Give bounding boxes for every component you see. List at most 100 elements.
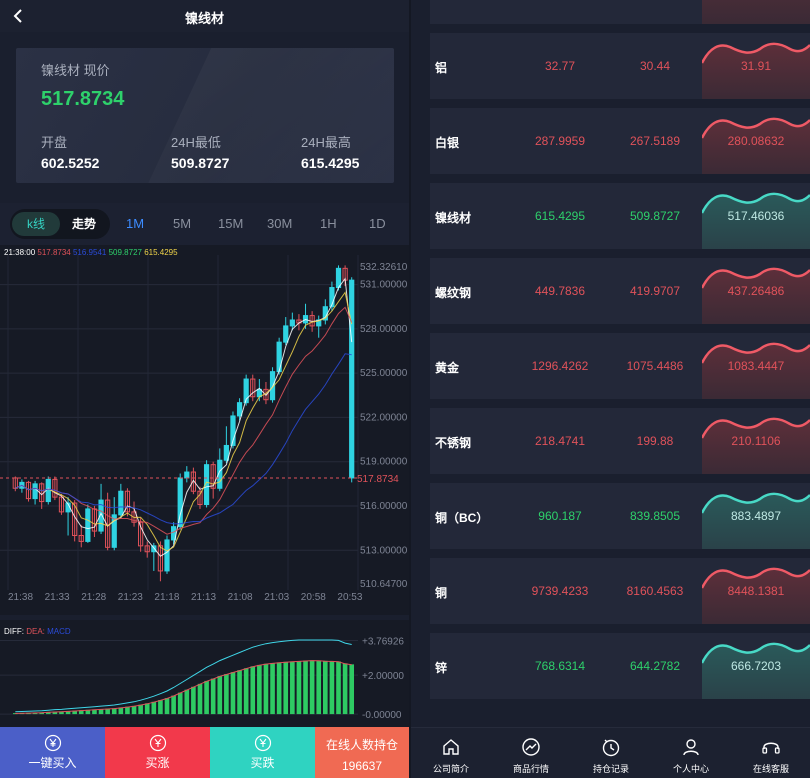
macd-bar: [270, 662, 275, 715]
market-row[interactable]: 白银 287.9959 267.5189 280.08632: [430, 108, 810, 174]
y-tick-label: 516.00000: [360, 501, 408, 512]
x-tick-label: 21:03: [264, 592, 289, 603]
candle-body: [329, 287, 335, 308]
tab-profile[interactable]: 个人中心: [651, 728, 731, 778]
market-low: 267.5189: [629, 134, 681, 148]
back-arrow-icon[interactable]: [8, 5, 28, 27]
macd-bar: [197, 683, 203, 715]
macd-bar: [78, 710, 84, 715]
macd-bar: [323, 660, 328, 715]
timeframe-15m[interactable]: 15M: [218, 216, 244, 231]
macd-chart: DIFF: DEA: MACD +3.76926 +2.00000 -0.00000: [0, 620, 409, 728]
market-row[interactable]: 铝 32.77 30.44 31.91: [430, 33, 810, 99]
online-holdings-button[interactable]: 在线人数持仓 196637: [315, 727, 409, 778]
x-tick-label: 21:38: [8, 592, 33, 603]
sparkline: [702, 492, 810, 549]
macd-legend-diff: DIFF:: [4, 627, 24, 636]
macd-bar: [125, 706, 130, 715]
yen-down-icon: [254, 734, 271, 752]
market-row[interactable]: 不锈钢 218.4741 199.88 210.1106: [430, 408, 810, 474]
market-row[interactable]: 铜 9739.4233 8160.4563 8448.1381: [430, 558, 810, 624]
market-row[interactable]: 铜（BC） 960.187 839.8505 883.4897: [430, 483, 810, 549]
chart-mode-toggle: k线 走势: [10, 209, 110, 239]
macd-bar: [72, 710, 77, 715]
low-label: 24H最低: [171, 135, 221, 150]
macd-legend: DIFF: DEA: MACD: [4, 627, 71, 636]
timeframe-30m[interactable]: 30M: [267, 216, 293, 231]
candle-body: [111, 514, 117, 548]
sparkline: [702, 42, 810, 99]
candle-body: [151, 545, 157, 553]
high-stat: 24H最高 615.4295: [301, 132, 359, 171]
candle-body: [236, 402, 243, 417]
market-high: 960.187: [538, 509, 582, 523]
market-low: 419.9707: [629, 284, 681, 298]
tab-positions[interactable]: 持仓记录: [571, 728, 651, 778]
market-name: 白银: [435, 136, 460, 150]
macd-bar: [52, 711, 58, 715]
market-name: 铜（BC）: [435, 511, 489, 525]
ma-line: [15, 306, 353, 535]
market-row[interactable]: 锌 768.6314 644.2782 666.7203: [430, 633, 810, 699]
macd-bar: [296, 661, 302, 715]
current-price-label: 镍线材 现价: [41, 63, 110, 78]
market-row[interactable]: 黄金 1296.4262 1075.4486 1083.4447: [430, 333, 810, 399]
market-name: 黄金: [435, 361, 460, 375]
market-name: 镍线材: [435, 211, 472, 225]
macd-bar: [12, 713, 18, 715]
macd-legend-dea: DEA:: [26, 627, 45, 636]
user-icon: [683, 739, 699, 756]
market-high: 9739.4233: [531, 584, 589, 598]
macd-bar: [85, 709, 91, 715]
candle-body: [85, 508, 91, 542]
macd-bar: [329, 661, 335, 715]
legend-time: 21:38:00: [4, 248, 36, 257]
current-price-label: 517.8734: [357, 474, 399, 485]
market-high: 768.6314: [534, 659, 586, 673]
x-tick-label: 21:18: [154, 592, 179, 603]
candle-body: [335, 267, 342, 289]
macd-bar: [191, 686, 196, 715]
buy-up-button[interactable]: 买涨: [105, 727, 210, 778]
tab-market-label: 商品行情: [512, 764, 549, 774]
sparkline: [702, 642, 810, 699]
macd-bar: [118, 707, 124, 715]
one-click-buy-button[interactable]: 一键买入: [0, 727, 105, 778]
y-tick-label: 510.64700: [360, 579, 408, 590]
macd-bar: [177, 692, 183, 715]
candle-body: [197, 490, 203, 506]
market-high: 615.4295: [534, 209, 586, 223]
candle-body: [32, 483, 38, 500]
candle-body: [203, 464, 210, 506]
macd-bar: [204, 680, 209, 715]
kline-tab[interactable]: k线: [12, 212, 60, 236]
timeframe-5m[interactable]: 5M: [173, 216, 192, 231]
candle-body: [283, 325, 289, 343]
timeframe-1h[interactable]: 1H: [320, 216, 337, 231]
tab-positions-label: 持仓记录: [592, 764, 629, 774]
market-row[interactable]: 镍线材 615.4295 509.8727 517.46036: [430, 183, 810, 249]
macd-bar: [39, 712, 44, 715]
timeframe-1m[interactable]: 1M: [126, 216, 145, 231]
buy-down-button[interactable]: 买跌: [210, 727, 315, 778]
tab-support[interactable]: 在线客服: [731, 728, 810, 778]
ma-line: [15, 291, 353, 552]
sparkline: [702, 267, 810, 324]
candle-body: [230, 415, 236, 446]
macd-bar: [303, 660, 308, 715]
market-last: 517.46036: [727, 209, 785, 223]
tab-market[interactable]: 商品行情: [491, 728, 571, 778]
candle-body: [25, 481, 32, 500]
trend-tab[interactable]: 走势: [71, 217, 96, 231]
timeframe-1d[interactable]: 1D: [369, 216, 386, 231]
price-card: 镍线材 现价 517.8734 开盘 602.5252 24H最低 509.87…: [16, 48, 394, 183]
macd-bar: [250, 666, 256, 715]
candle-body: [98, 499, 104, 532]
market-name: 锌: [435, 661, 448, 675]
kline-chart[interactable]: 21:38:00 517.8734 516.9541 509.8727 615.…: [0, 245, 409, 615]
sparkline: [702, 342, 810, 399]
macd-bar: [224, 674, 229, 715]
market-row[interactable]: 螺纹钢 449.7836 419.9707 437.26486: [430, 258, 810, 324]
y-tick-label: 531.00000: [360, 280, 408, 291]
tab-company[interactable]: 公司简介: [411, 728, 491, 778]
